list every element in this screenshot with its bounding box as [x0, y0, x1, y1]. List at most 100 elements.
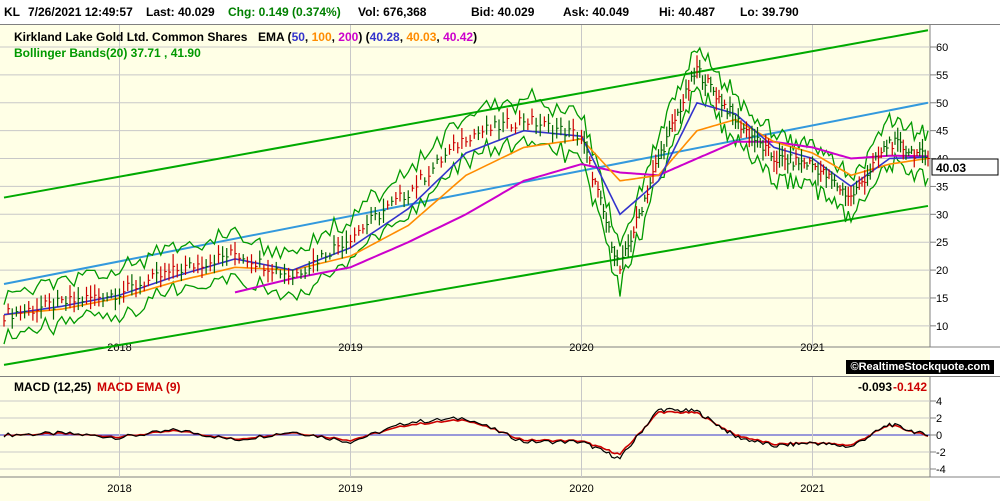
price-y-tick-label: 20	[936, 265, 948, 277]
price-bar	[649, 177, 653, 189]
price-bar	[751, 125, 754, 147]
price-bar	[919, 141, 922, 157]
price-bar	[828, 169, 831, 180]
price-bar	[118, 288, 122, 305]
price-bar	[242, 254, 246, 264]
price-bar	[24, 304, 27, 319]
price-bar	[407, 190, 411, 205]
price-bar	[263, 264, 266, 277]
price-bar	[809, 157, 812, 165]
ema-legend-sep1: ,	[305, 30, 312, 44]
price-bar	[238, 253, 242, 264]
price-bar	[374, 207, 378, 221]
price-x-tick-label: 2019	[338, 342, 362, 354]
macd-label: MACD (12,25)	[14, 380, 91, 394]
last-price-tag: 40.03	[936, 161, 966, 175]
price-bar	[619, 265, 622, 275]
price-bar	[308, 261, 312, 276]
price-bar	[858, 176, 862, 190]
price-bar	[740, 120, 743, 139]
price-bar	[477, 126, 481, 141]
bollinger-upper	[3, 46, 929, 305]
price-bar	[172, 254, 176, 279]
price-bar	[271, 264, 275, 282]
price-bar	[201, 256, 204, 279]
price-bar	[358, 225, 361, 236]
macd-chart[interactable]: 4 2 0 -2 -4 2018 2019 2020 2021 MACD (12,25) MA…	[0, 376, 1000, 501]
price-bar	[370, 206, 374, 224]
price-bar	[15, 306, 19, 317]
price-bar	[806, 161, 809, 170]
price-bar	[897, 127, 900, 152]
price-bar	[679, 99, 683, 124]
price-bar	[387, 200, 390, 210]
price-bar	[660, 140, 664, 160]
price-bar	[765, 134, 768, 157]
price-bar	[473, 128, 477, 139]
price-bar	[864, 170, 867, 195]
price-bar	[19, 305, 23, 321]
ema-200-line	[234, 140, 928, 294]
price-bar	[531, 108, 534, 125]
price-bar	[321, 249, 324, 258]
price-bar	[283, 263, 287, 284]
price-bar	[436, 154, 440, 165]
price-bar	[189, 257, 192, 269]
price-bar	[411, 184, 415, 192]
price-bar	[803, 157, 807, 169]
price-y-ticks: 1015202530354045505560	[930, 42, 948, 333]
price-bar	[44, 294, 48, 308]
price-bar	[869, 163, 873, 180]
macd-ema-label: MACD EMA (9)	[97, 380, 181, 394]
macd-x-tick-label: 2019	[338, 483, 362, 495]
price-bar	[420, 169, 423, 180]
price-bar	[527, 118, 530, 131]
price-x-tick-label: 2020	[569, 342, 593, 354]
price-bar	[250, 254, 254, 274]
price-bar	[872, 153, 875, 173]
price-bar	[127, 275, 130, 292]
price-bar	[428, 166, 431, 187]
price-bar	[11, 308, 15, 329]
source-credit[interactable]: ©RealtimeStockquote.com	[846, 360, 994, 374]
price-bar	[800, 149, 804, 173]
price-bar	[316, 254, 320, 272]
ask: Ask: 40.049	[563, 5, 630, 19]
macd-ema-value: -0.142	[893, 380, 927, 394]
price-bar	[69, 285, 72, 309]
trend-channel-middle	[3, 101, 929, 286]
price-bar	[811, 156, 815, 173]
price-y-tick-label: 15	[936, 293, 948, 305]
macd-y-tick-label: 2	[936, 413, 942, 425]
price-chart[interactable]: 1015202530354045505560 2018201920202021 …	[0, 24, 1000, 377]
price-bar	[784, 147, 787, 171]
price-y-tick-label: 50	[936, 98, 948, 110]
price-bar	[296, 268, 299, 278]
price-bar	[767, 138, 771, 156]
price-bar	[213, 254, 217, 274]
price-bar	[40, 295, 44, 319]
price-bar	[814, 162, 818, 171]
price-y-tick-label: 55	[936, 70, 948, 82]
price-bar	[770, 152, 774, 162]
price-bar	[123, 280, 126, 303]
price-bar	[81, 296, 85, 308]
macd-y-tick-label: -4	[936, 464, 946, 476]
price-bar	[57, 289, 60, 307]
price-bar	[494, 115, 497, 129]
price-bar	[624, 241, 628, 257]
price-bar	[378, 212, 382, 226]
price-bar	[572, 118, 576, 141]
price-bar	[745, 121, 749, 138]
price-bar	[894, 131, 897, 145]
price-bar	[156, 261, 159, 284]
price-bar	[630, 230, 633, 253]
price-bar	[910, 145, 914, 155]
price-bar	[193, 263, 196, 273]
price-bar	[927, 150, 930, 167]
price-bar	[583, 131, 587, 154]
price-bar	[469, 134, 473, 147]
price-bar	[267, 259, 270, 283]
price-bar	[916, 149, 919, 157]
price-bar	[597, 181, 600, 198]
